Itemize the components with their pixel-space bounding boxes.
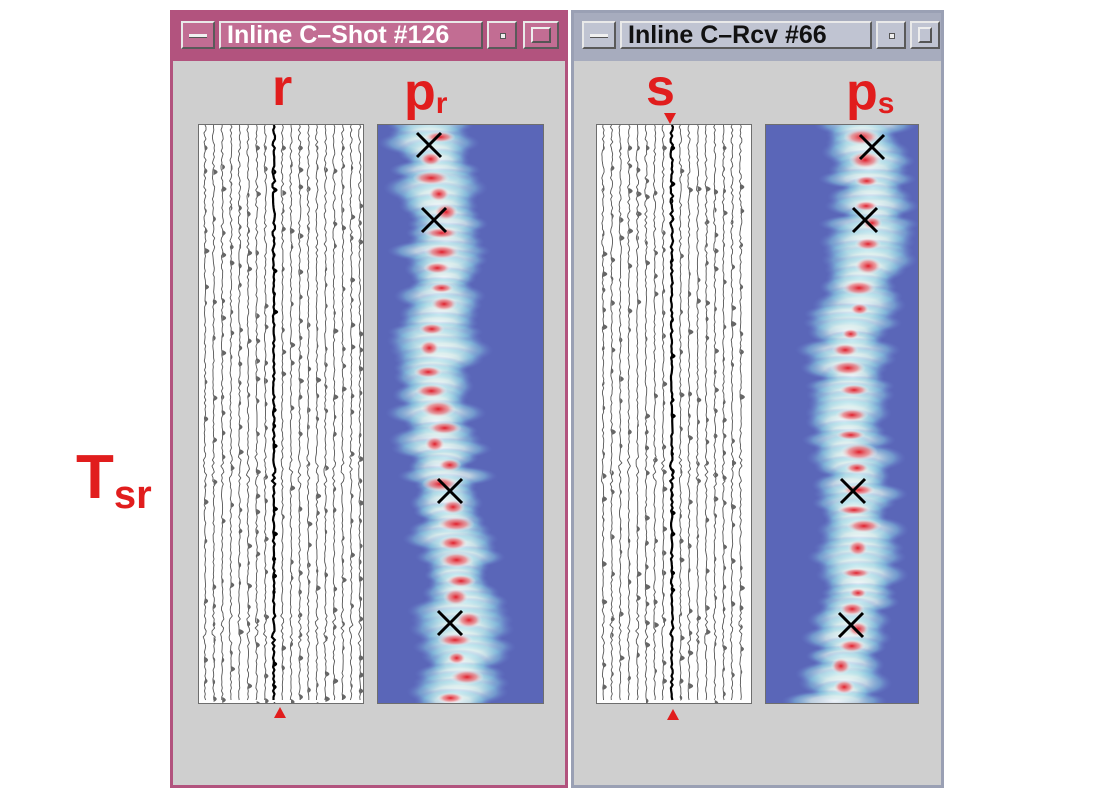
rcv-trace-label: s <box>646 59 675 117</box>
pick-x-icon[interactable] <box>851 206 879 234</box>
shot-window-titlebar[interactable]: Inline C–Shot #126 <box>173 13 565 61</box>
pick-x-icon[interactable] <box>858 133 886 161</box>
maximize-icon[interactable] <box>523 21 559 49</box>
shot-spectrum-label-sub: r <box>435 87 448 120</box>
rcv-spectrum-label: ps <box>846 63 895 121</box>
maximize-icon[interactable] <box>910 21 940 49</box>
rcv-seismic-gather[interactable] <box>596 124 752 704</box>
time-axis-label-sub: sr <box>113 473 152 517</box>
shot-trace-label: r <box>272 59 293 117</box>
pick-x-icon[interactable] <box>839 477 867 505</box>
pick-x-icon[interactable] <box>436 609 464 637</box>
rcv-position-marker <box>667 709 679 720</box>
minimize-icon[interactable] <box>876 21 906 49</box>
shot-spectrum-label: pr <box>404 63 448 121</box>
rcv-spectrum-label-sub: s <box>877 87 895 120</box>
shot-slowness-panel[interactable] <box>377 124 544 704</box>
window-menu-icon[interactable] <box>181 21 215 49</box>
pick-x-icon[interactable] <box>837 611 865 639</box>
rcv-slowness-panel[interactable] <box>765 124 919 704</box>
pick-x-icon[interactable] <box>415 131 443 159</box>
window-menu-icon[interactable] <box>582 21 616 49</box>
rcv-window-titlebar[interactable]: Inline C–Rcv #66 <box>574 13 941 61</box>
pick-x-icon[interactable] <box>436 477 464 505</box>
shot-seismic-gather[interactable] <box>198 124 364 704</box>
shot-position-marker <box>274 707 286 718</box>
rcv-top-marker <box>664 113 676 124</box>
pick-x-icon[interactable] <box>420 206 448 234</box>
shot-window-title: Inline C–Shot #126 <box>219 21 483 49</box>
time-axis-label: Tsr <box>76 443 152 517</box>
minimize-icon[interactable] <box>487 21 517 49</box>
rcv-window-title: Inline C–Rcv #66 <box>620 21 872 49</box>
